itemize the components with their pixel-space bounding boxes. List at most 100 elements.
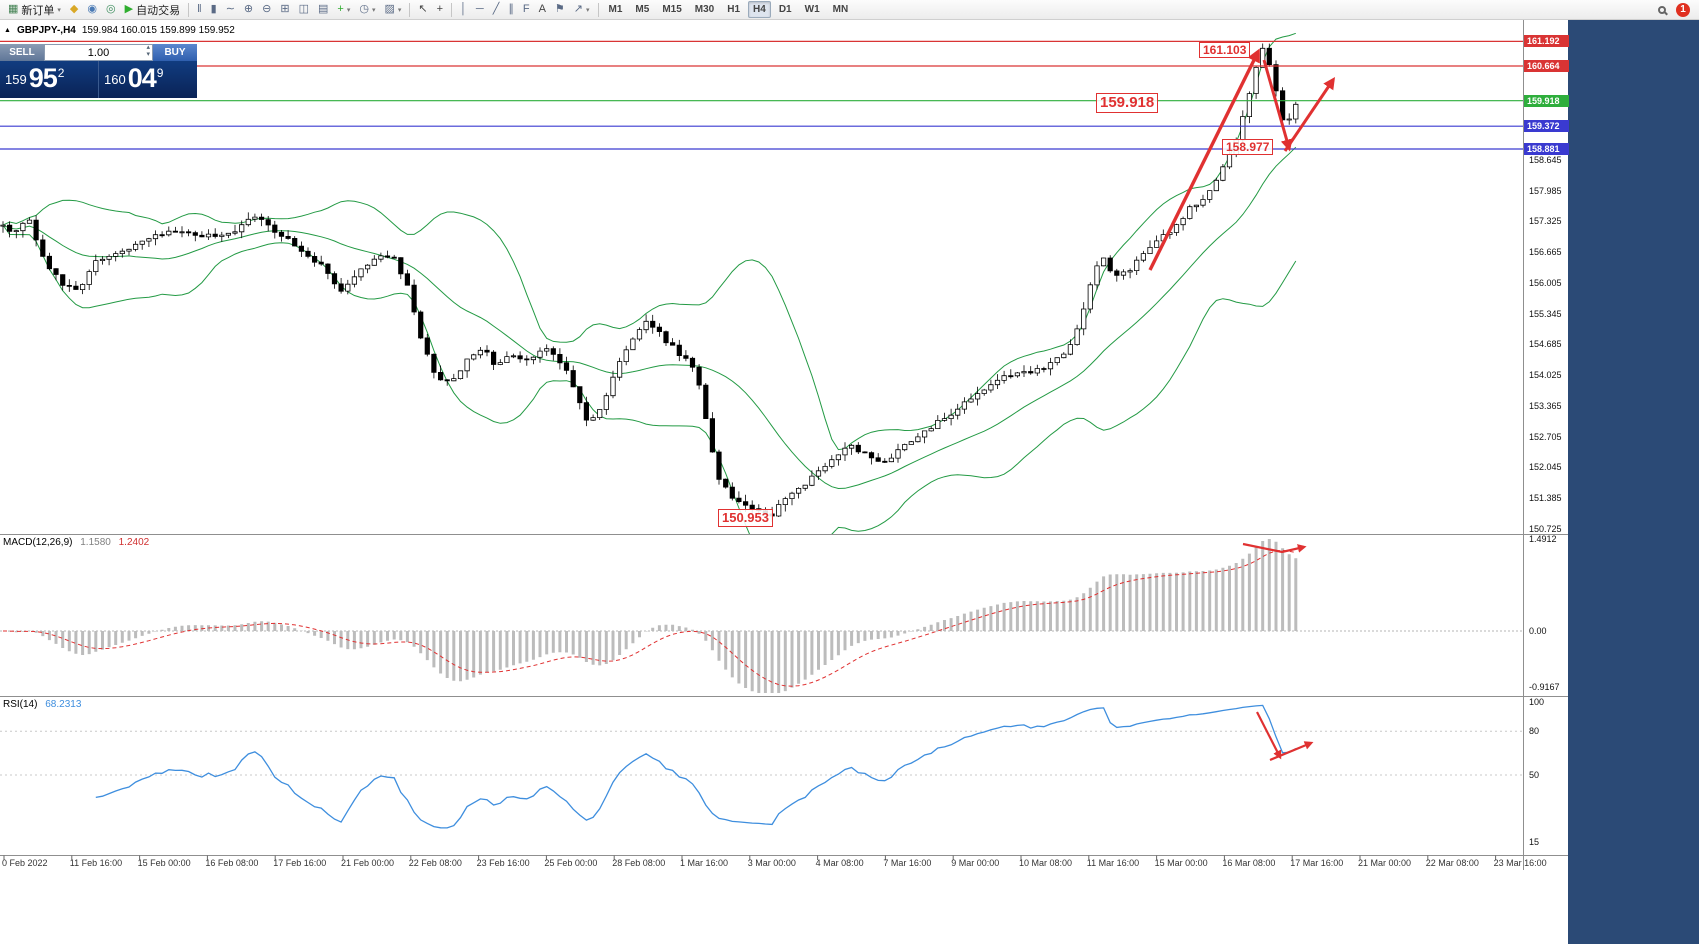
diamond-icon: ◆ xyxy=(69,3,79,15)
market-watch[interactable]: ◆ xyxy=(66,1,82,19)
price-scale-label: 156.005 xyxy=(1529,277,1562,288)
chart-title-bar: ▲ GBPJPY-,H4 159.984 160.015 159.899 159… xyxy=(4,25,235,36)
symbol-label: GBPJPY-,H4 xyxy=(16,25,76,36)
timeframe-w1[interactable]: W1 xyxy=(804,4,820,15)
price-line-tag[interactable]: 158.881 xyxy=(1524,143,1569,155)
time-axis[interactable]: 0 Feb 2022 11 Feb 16:00 15 Feb 00:00 16 Feb… xyxy=(0,858,1547,870)
timeframe-m1[interactable]: M1 xyxy=(608,4,623,15)
volume-down-icon[interactable]: ▾ xyxy=(146,50,150,58)
text-tool[interactable]: A xyxy=(535,1,550,19)
new-order[interactable]: ▦ 新订单 ▾ xyxy=(4,1,65,19)
chevron-down-icon: ▾ xyxy=(57,6,61,14)
buy-price[interactable]: 160 04 9 xyxy=(98,61,197,98)
flag-icon: ⚑ xyxy=(554,3,565,15)
bar-chart-view[interactable]: ‖ xyxy=(193,1,206,19)
macd-panel[interactable] xyxy=(0,539,1523,693)
new-order-label: 新订单 xyxy=(21,4,55,17)
candlestick-view[interactable]: ▮ xyxy=(207,1,221,19)
auto-arrange[interactable]: ▤ xyxy=(314,1,332,19)
label-tool[interactable]: ⚑ xyxy=(551,1,569,19)
price-line-tag[interactable]: 159.372 xyxy=(1524,120,1569,133)
window-collapse-icon[interactable]: ▲ xyxy=(4,27,11,34)
line-chart-view[interactable]: ∼ xyxy=(222,1,239,19)
crosshair-tool[interactable]: + xyxy=(433,1,447,19)
trend-arrow[interactable] xyxy=(1148,48,1260,271)
macd-signal-value: 1.2402 xyxy=(118,537,150,548)
timeframe-m30[interactable]: M30 xyxy=(694,4,715,15)
volume-up-icon[interactable]: ▴ xyxy=(146,44,150,51)
timeframes-menu[interactable]: ◷ ▾ xyxy=(355,1,379,19)
sell-price[interactable]: 159 95 2 xyxy=(0,61,98,98)
time-axis-label: 15 Feb 00:00 xyxy=(137,858,191,868)
volume-input[interactable]: 1.00 ▴ ▾ xyxy=(44,44,153,61)
macd-signal-line xyxy=(2,549,1296,687)
trend-arrow[interactable] xyxy=(1242,542,1307,554)
toolbar-separator xyxy=(188,2,190,17)
time-axis-label: 22 Feb 08:00 xyxy=(408,858,462,868)
timeframe-m15[interactable]: M15 xyxy=(662,4,682,15)
trend-arrow[interactable] xyxy=(1262,59,1293,152)
time-axis-label: 21 Feb 00:00 xyxy=(341,858,395,868)
time-axis-label: 3 Mar 00:00 xyxy=(747,858,796,868)
buy-button[interactable]: BUY xyxy=(153,44,197,61)
notification-badge[interactable]: 1 xyxy=(1676,2,1690,17)
toolbar: ▦ 新订单 ▾ ◆ ◉ ◎ ▶ 自动交易 ‖ ▮ ∼ ⊕ ⊖ ⊞ ◫ ▤ + ▾ ◷ ▾ ▨ ▾ ↖ + │ ─ ╱ ∥ F A ⚑ ↗ ▾ M1… xyxy=(0,0,1699,20)
time-axis-label: 15 Mar 00:00 xyxy=(1154,858,1208,868)
data-window[interactable]: ◉ xyxy=(83,1,101,19)
fibonacci-tool[interactable]: F xyxy=(519,1,534,19)
price-line-tag[interactable]: 161.192 xyxy=(1524,35,1569,48)
buy-price-sup: 9 xyxy=(156,66,164,80)
cursor-tool[interactable]: ↖ xyxy=(414,1,431,19)
rsi-scale-label: 100 xyxy=(1529,697,1545,707)
price-panel[interactable] xyxy=(0,32,1299,583)
rsi-line xyxy=(95,704,1297,829)
price-scale-label: 158.645 xyxy=(1529,155,1562,165)
clock-icon: ◷ xyxy=(359,3,369,15)
sell-price-sup: 2 xyxy=(57,66,65,80)
templates-menu[interactable]: ▨ ▾ xyxy=(380,1,405,19)
macd-histogram xyxy=(8,539,1298,693)
trend-arrow[interactable] xyxy=(1283,77,1336,152)
time-axis-label: 11 Feb 16:00 xyxy=(69,858,123,868)
price-line-tag[interactable]: 160.664 xyxy=(1524,59,1569,72)
fibonacci-icon: F xyxy=(522,3,530,15)
trend-arrow[interactable] xyxy=(1256,711,1282,760)
price-line-tag[interactable]: 159.918 xyxy=(1524,94,1569,107)
trendline-tool[interactable]: ╱ xyxy=(489,1,504,19)
trend-arrow[interactable] xyxy=(1269,741,1314,762)
timeframe-h4[interactable]: H4 xyxy=(748,1,771,18)
play-icon: ▶ xyxy=(124,3,134,15)
timeframe-d1[interactable]: D1 xyxy=(778,4,792,15)
cascade-windows[interactable]: ◫ xyxy=(295,1,313,19)
line-icon: ∼ xyxy=(225,3,235,15)
price-scale[interactable]: 158.645 157.985 157.325 156.665 156.005 155.3… xyxy=(1523,20,1569,870)
horizontal-line-tool[interactable]: ─ xyxy=(472,1,488,19)
channel-tool[interactable]: ∥ xyxy=(504,1,518,19)
auto-trading[interactable]: ▶ 自动交易 xyxy=(121,1,184,19)
bull-candles xyxy=(0,47,1299,517)
workspace-background xyxy=(1568,20,1699,944)
tile-windows[interactable]: ⊞ xyxy=(276,1,293,19)
timeframe-mn[interactable]: MN xyxy=(832,4,849,15)
chart-canvas[interactable] xyxy=(0,20,1568,870)
zoom-in[interactable]: ⊕ xyxy=(240,1,257,19)
price-scale-label: 154.025 xyxy=(1529,370,1562,381)
vertical-line-tool[interactable]: │ xyxy=(456,1,471,19)
navigator[interactable]: ◎ xyxy=(102,1,120,19)
sell-button[interactable]: SELL xyxy=(0,44,44,61)
rsi-panel[interactable] xyxy=(0,704,1523,829)
trendline-icon: ╱ xyxy=(492,3,500,15)
timeframe-m5[interactable]: M5 xyxy=(635,4,650,15)
price-scale-label: 152.705 xyxy=(1529,431,1562,442)
timeframe-h1[interactable]: H1 xyxy=(727,4,741,15)
time-axis-label: 4 Mar 08:00 xyxy=(815,858,864,868)
zoom-out[interactable]: ⊖ xyxy=(258,1,275,19)
add-indicator[interactable]: + ▾ xyxy=(333,1,354,19)
search-icon[interactable] xyxy=(1658,5,1666,14)
arrows-tool[interactable]: ↗ ▾ xyxy=(570,1,594,19)
candles-icon: ▮ xyxy=(210,3,217,15)
bars-icon: ‖ xyxy=(197,3,202,15)
bollinger-upper-band xyxy=(2,32,1296,451)
time-axis-label: 17 Feb 16:00 xyxy=(273,858,327,868)
tile-windows-icon: ⊞ xyxy=(280,3,290,15)
